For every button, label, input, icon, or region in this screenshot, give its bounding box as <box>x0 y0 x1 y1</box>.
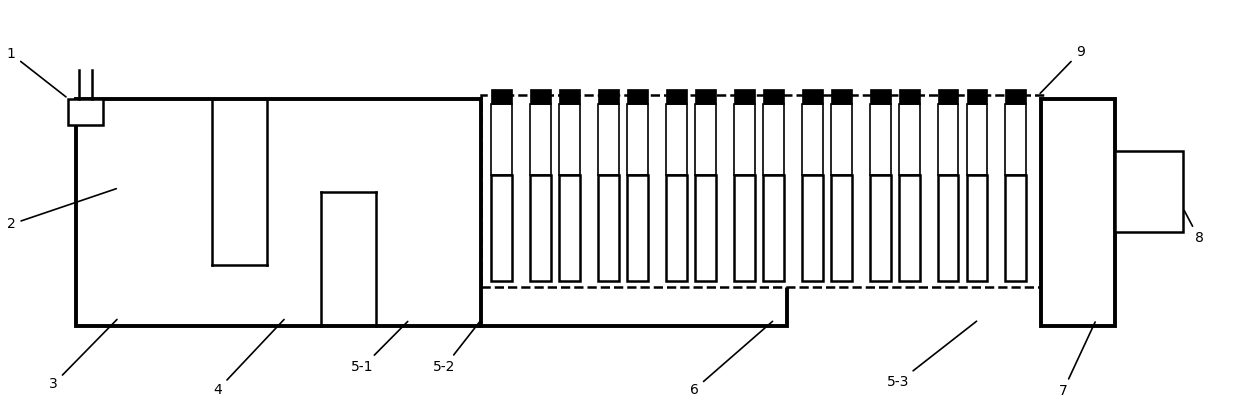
Bar <box>763 104 784 175</box>
Bar <box>899 175 920 281</box>
Bar <box>694 175 715 281</box>
Bar <box>559 104 580 175</box>
Bar <box>966 89 987 104</box>
Bar <box>531 89 551 104</box>
Bar <box>734 175 755 281</box>
Bar <box>491 175 512 281</box>
Bar <box>531 175 551 281</box>
Bar <box>966 175 987 281</box>
Bar <box>937 89 959 104</box>
Bar <box>491 104 512 175</box>
Bar <box>627 175 649 281</box>
Bar <box>734 104 755 175</box>
Text: 2: 2 <box>7 188 117 231</box>
Bar <box>68 99 103 125</box>
Text: 5-2: 5-2 <box>433 322 480 374</box>
Bar <box>694 104 715 175</box>
Bar <box>831 89 852 104</box>
Bar <box>869 175 890 281</box>
Bar <box>899 104 920 175</box>
Text: 5-3: 5-3 <box>887 321 977 389</box>
Text: 1: 1 <box>7 47 66 97</box>
Bar <box>627 104 649 175</box>
Bar <box>666 89 687 104</box>
Bar <box>666 104 687 175</box>
Bar <box>491 89 512 104</box>
Text: 7: 7 <box>1059 322 1095 398</box>
Text: 6: 6 <box>689 322 773 397</box>
Bar <box>481 95 1044 287</box>
Bar <box>937 104 959 175</box>
Bar <box>869 104 890 175</box>
Text: 3: 3 <box>48 319 117 391</box>
Bar <box>802 104 822 175</box>
Bar <box>559 175 580 281</box>
Bar <box>734 89 755 104</box>
Bar <box>937 175 959 281</box>
Bar <box>763 89 784 104</box>
Text: 4: 4 <box>213 319 284 397</box>
Bar <box>531 104 551 175</box>
Bar <box>598 175 619 281</box>
Bar <box>802 175 822 281</box>
Bar <box>1006 89 1027 104</box>
Bar <box>598 104 619 175</box>
Bar <box>831 104 852 175</box>
Bar <box>802 89 822 104</box>
Bar <box>1040 99 1115 326</box>
Bar <box>666 175 687 281</box>
Bar <box>598 89 619 104</box>
Bar <box>1006 175 1027 281</box>
Bar <box>763 175 784 281</box>
Bar <box>559 89 580 104</box>
Bar <box>627 89 649 104</box>
Bar <box>1006 104 1027 175</box>
Bar <box>966 104 987 175</box>
Bar <box>831 175 852 281</box>
Text: 9: 9 <box>1040 45 1085 93</box>
Bar <box>694 89 715 104</box>
Bar <box>1115 151 1183 233</box>
Bar <box>869 89 890 104</box>
Text: 5-1: 5-1 <box>351 322 408 374</box>
Text: 8: 8 <box>1184 211 1204 246</box>
Bar <box>76 99 787 326</box>
Bar <box>899 89 920 104</box>
